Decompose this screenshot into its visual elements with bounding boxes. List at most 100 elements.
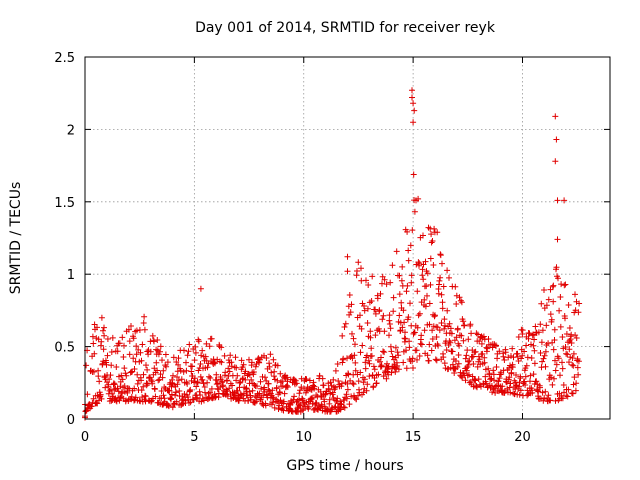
data-point [268,369,275,376]
data-point [363,277,369,284]
data-point [352,367,359,374]
data-point [270,395,277,402]
data-point [507,389,514,396]
data-point [563,350,570,357]
data-point [400,359,407,366]
data-point [411,208,418,215]
data-point [455,360,462,367]
data-point [184,380,191,387]
y-tick-label: 0 [67,413,75,428]
data-point [357,312,363,319]
data-point [98,338,105,345]
data-point [380,312,387,319]
data-point [193,383,200,390]
data-point [409,227,416,234]
data-point [98,314,105,321]
data-point [192,349,199,356]
data-point [383,281,390,288]
data-point [111,381,118,388]
data-point [266,363,273,370]
data-point [396,291,403,298]
data-point [109,390,116,397]
data-point [367,334,374,341]
data-point [551,337,558,343]
data-point [415,259,422,266]
data-point [246,356,252,363]
data-point [185,348,192,355]
data-point [355,378,362,385]
data-point [517,387,524,394]
data-point [526,330,533,337]
data-point [157,371,164,378]
data-point [168,395,175,402]
data-point [148,398,155,405]
data-point [564,393,571,400]
data-point [531,347,538,354]
data-point [389,353,396,360]
data-point [404,282,411,289]
data-point [137,349,144,356]
data-point [574,364,581,371]
data-point [566,325,573,331]
data-point [378,354,384,361]
data-point [368,352,375,359]
data-point [486,370,493,377]
data-point [573,335,580,341]
data-point [572,291,578,298]
data-point [358,265,364,272]
data-point [377,358,383,365]
data-point [144,366,151,373]
data-point [453,301,460,307]
data-point [158,388,165,394]
data-point [121,365,128,372]
data-point [262,402,269,409]
data-point [433,357,440,364]
data-point [162,351,169,358]
data-point [371,366,378,373]
data-point [489,389,496,396]
data-point [575,371,582,378]
data-point [452,358,459,364]
data-point [379,316,386,323]
data-point [426,321,433,328]
data-point [502,349,509,356]
data-point [572,387,579,394]
data-point [159,374,166,381]
data-point [490,371,497,378]
data-point [406,344,413,351]
data-point [390,308,397,315]
data-point [284,384,291,390]
data-point [537,321,544,328]
data-point [465,361,472,368]
y-tick-label: 1.5 [54,196,75,211]
data-point [256,390,263,397]
data-point [274,362,281,369]
data-point [561,197,568,204]
data-point [296,402,303,409]
data-point [102,384,109,391]
data-point [297,387,303,394]
data-point [401,319,408,326]
data-point [499,383,506,390]
data-point [296,396,302,403]
data-point [154,337,161,343]
x-tick-label: 5 [190,430,198,445]
data-point [426,300,433,307]
data-point [361,303,367,309]
data-point [566,359,572,366]
data-point [242,376,249,383]
data-point [122,370,129,377]
data-point [91,368,97,375]
data-point [220,382,227,389]
data-point [518,355,525,362]
data-point [403,347,409,354]
data-point [530,371,537,378]
data-point [188,368,195,375]
data-point [535,388,542,395]
data-point [414,288,421,295]
data-point [420,232,426,239]
data-point [132,394,139,401]
data-point [239,376,246,383]
data-point [207,389,213,396]
